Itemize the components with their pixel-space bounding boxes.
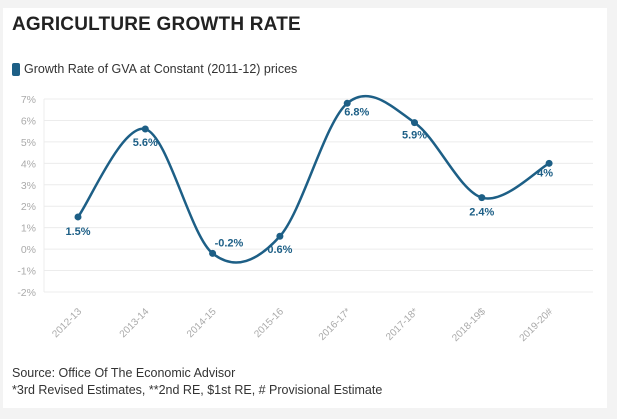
- y-tick-label: 2%: [21, 201, 36, 213]
- y-tick-label: 6%: [21, 115, 36, 127]
- legend-label: Growth Rate of GVA at Constant (2011-12)…: [24, 62, 298, 76]
- y-tick-label: -1%: [17, 266, 36, 278]
- data-point: [478, 194, 486, 202]
- footnote-text: *3rd Revised Estimates, **2nd RE, $1st R…: [12, 383, 383, 397]
- x-tick-label: 2018-19$: [450, 306, 488, 344]
- legend-swatch: [12, 62, 20, 76]
- data-point: [74, 213, 82, 221]
- legend[interactable]: Growth Rate of GVA at Constant (2011-12)…: [12, 62, 297, 76]
- data-label: 4%: [537, 167, 553, 179]
- x-tick-label: 2015-16: [252, 306, 286, 340]
- y-tick-label: 5%: [21, 137, 36, 149]
- y-tick-label: 4%: [21, 158, 36, 170]
- data-point: [141, 125, 149, 133]
- series-line: [76, 94, 550, 264]
- data-label: 2.4%: [469, 207, 494, 219]
- data-point: [411, 119, 418, 127]
- y-tick-label: 3%: [21, 180, 36, 192]
- source-text: Source: Office Of The Economic Advisor: [12, 366, 236, 380]
- chart-title: AGRICULTURE GROWTH RATE: [12, 14, 301, 35]
- data-label: 5.6%: [133, 137, 158, 149]
- x-tick-label: 2016-17*: [317, 306, 354, 343]
- x-tick-label: 2013-14: [118, 306, 152, 340]
- data-label: 1.5%: [65, 226, 90, 238]
- data-point: [209, 249, 217, 257]
- data-point: [343, 99, 351, 107]
- x-tick-label: 2019-20#: [518, 306, 556, 344]
- data-label: -0.2%: [215, 237, 244, 249]
- y-tick-label: 1%: [21, 223, 36, 235]
- data-point: [276, 232, 284, 240]
- x-tick-label: 2012-13: [50, 306, 84, 340]
- data-label: 5.9%: [402, 130, 427, 142]
- chart-card: [3, 8, 607, 408]
- y-tick-label: 7%: [21, 94, 36, 106]
- data-label: 6.8%: [344, 106, 369, 118]
- data-point: [545, 159, 553, 167]
- x-tick-label: 2017-18*: [384, 306, 421, 343]
- data-label: 0.6%: [267, 244, 292, 256]
- y-tick-label: 0%: [21, 244, 36, 256]
- x-tick-label: 2014-15: [185, 306, 219, 340]
- y-tick-label: -2%: [17, 287, 36, 299]
